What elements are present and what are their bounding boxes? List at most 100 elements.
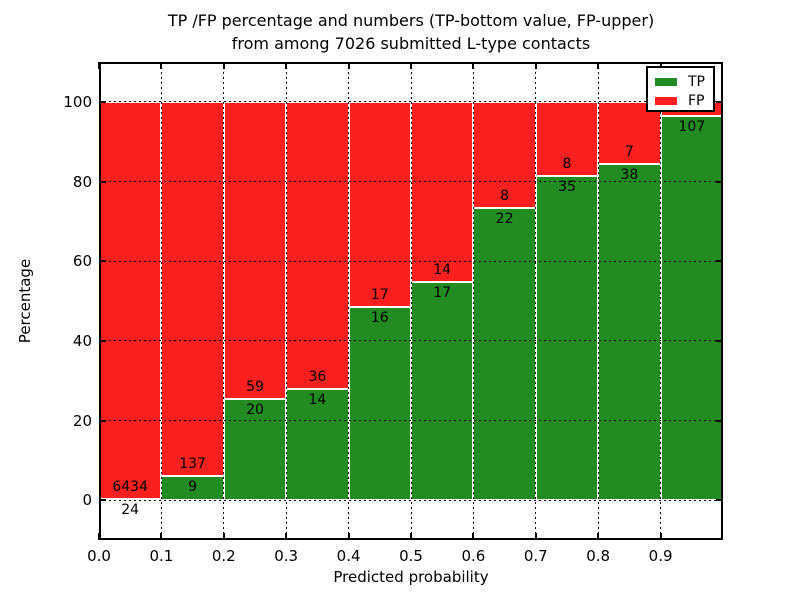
y-tick-label-40: 40	[72, 331, 92, 350]
y-tickmark-right-20	[716, 419, 723, 422]
y-tickmark-right-40	[716, 339, 723, 342]
gridline-v-1	[160, 62, 162, 540]
x-axis-label: Predicted probability	[333, 568, 489, 586]
bar-fp-6	[473, 101, 536, 209]
bar-tp-8	[598, 163, 661, 501]
bar-edge-boundary-9	[660, 115, 723, 118]
tp-count-label-4: 16	[370, 310, 389, 327]
bar-fp-7	[535, 101, 599, 176]
plot-area: 6434 24 137 9 59 20 36 14 17 16 14 17 8 22 8 35 7 38 107	[98, 62, 723, 540]
bar-edge-boundary-4	[348, 306, 411, 309]
x-tick-label-8: 0.8	[586, 547, 611, 565]
bar-edge-boundary-5	[411, 280, 474, 283]
x-tickmark-bottom-2	[222, 533, 225, 540]
fp-count-label-1: 137	[179, 455, 206, 472]
y-tickmark-right-0	[716, 499, 723, 502]
y-tickmark-left-40	[99, 339, 106, 342]
bar-fp-8	[598, 101, 661, 164]
gridline-v-3	[285, 62, 287, 540]
y-tickmark-left-100	[99, 100, 106, 103]
x-tickmark-bottom-0	[98, 533, 100, 540]
gridline-v-8	[597, 62, 599, 540]
bar-tp-5	[411, 281, 474, 501]
fp-count-label-6: 8	[500, 188, 510, 205]
legend-label-fp: FP	[688, 92, 705, 109]
x-tickmark-top-5	[410, 62, 412, 69]
x-tickmark-top-3	[285, 62, 288, 69]
x-tick-label-1: 0.1	[149, 547, 174, 565]
gridline-v-9	[660, 62, 662, 540]
x-tickmark-top-7	[534, 62, 537, 69]
bar-edge-boundary-6	[473, 207, 536, 210]
gridline-v-2	[223, 62, 225, 540]
bar-tp-7	[535, 175, 599, 501]
bar-tp-1	[161, 475, 224, 501]
bar-fp-4	[348, 101, 411, 308]
y-tickmark-right-100	[716, 100, 723, 103]
x-tickmark-bottom-7	[534, 533, 537, 540]
y-tick-label-20: 20	[72, 411, 92, 430]
tp-count-label-2: 20	[246, 402, 264, 419]
bar-fp-0	[99, 101, 162, 499]
gridline-v-4	[348, 62, 350, 540]
tp-count-label-5: 17	[433, 284, 452, 301]
y-tickmark-right-80	[716, 180, 723, 183]
bar-edge-boundary-0	[99, 497, 162, 500]
tp-count-label-9: 107	[678, 119, 706, 136]
fp-count-label-7: 8	[562, 155, 572, 172]
tp-count-label-1: 9	[188, 478, 198, 495]
bar-tp-6	[473, 208, 536, 501]
x-tick-label-6: 0.6	[461, 547, 486, 565]
x-tickmark-top-0	[98, 62, 100, 69]
bar-fp-1	[161, 101, 224, 476]
x-tickmark-top-1	[160, 62, 163, 69]
x-tickmark-top-8	[597, 62, 600, 69]
gridline-v-6	[472, 62, 474, 540]
x-tick-label-0: 0.0	[87, 547, 111, 565]
x-tickmark-bottom-6	[472, 533, 475, 540]
tp-count-label-6: 22	[495, 211, 514, 228]
x-tick-label-3: 0.3	[274, 547, 299, 565]
legend-label-tp: TP	[688, 73, 705, 90]
bar-tp-4	[348, 307, 411, 501]
x-tickmark-bottom-8	[597, 533, 600, 540]
chart-title-line2: from among 7026 submitted L-type contact…	[231, 34, 591, 53]
bar-tp-2	[223, 399, 287, 501]
x-tickmark-bottom-5	[410, 533, 412, 540]
bar-edge-boundary-2	[223, 398, 287, 401]
gridline-v-5	[410, 62, 412, 540]
y-tick-label-100: 100	[63, 92, 92, 111]
x-tickmark-bottom-9	[659, 533, 662, 540]
bar-edge-boundary-8	[598, 162, 661, 165]
y-tickmark-left-80	[99, 180, 106, 183]
fp-count-label-4: 17	[370, 287, 389, 304]
bar-fp-3	[286, 101, 349, 389]
gridline-v-7	[535, 62, 537, 540]
bar-fp-2	[223, 101, 287, 400]
legend: TP FP	[646, 66, 715, 112]
x-tickmark-bottom-3	[285, 533, 288, 540]
legend-swatch-tp	[655, 77, 677, 86]
x-tick-label-9: 0.9	[648, 547, 673, 565]
x-tickmark-top-6	[472, 62, 475, 69]
x-tickmark-top-9	[659, 62, 662, 69]
tp-count-label-3: 14	[308, 391, 327, 408]
tp-count-label-7: 35	[558, 178, 576, 195]
fp-count-label-2: 59	[246, 379, 264, 396]
y-tick-label-80: 80	[72, 172, 92, 191]
x-tickmark-top-2	[222, 62, 225, 69]
legend-item-tp: TP	[655, 72, 713, 91]
x-tickmark-bottom-1	[160, 533, 163, 540]
y-tickmark-left-20	[99, 419, 106, 422]
fp-count-label-3: 36	[308, 368, 327, 385]
x-tick-label-2: 0.2	[211, 547, 236, 565]
x-tick-label-4: 0.4	[336, 547, 361, 565]
y-tickmark-left-60	[99, 260, 106, 263]
annotations-layer: 6434 24 137 9 59 20 36 14 17 16 14 17 8 22 8 35 7 38 107	[99, 62, 723, 540]
chart-title-line1: TP /FP percentage and numbers (TP-bottom…	[167, 11, 655, 30]
bar-tp-9	[660, 116, 723, 501]
x-tick-label-5: 0.5	[399, 547, 423, 565]
legend-swatch-fp	[655, 96, 677, 105]
bar-tp-3	[286, 388, 349, 501]
